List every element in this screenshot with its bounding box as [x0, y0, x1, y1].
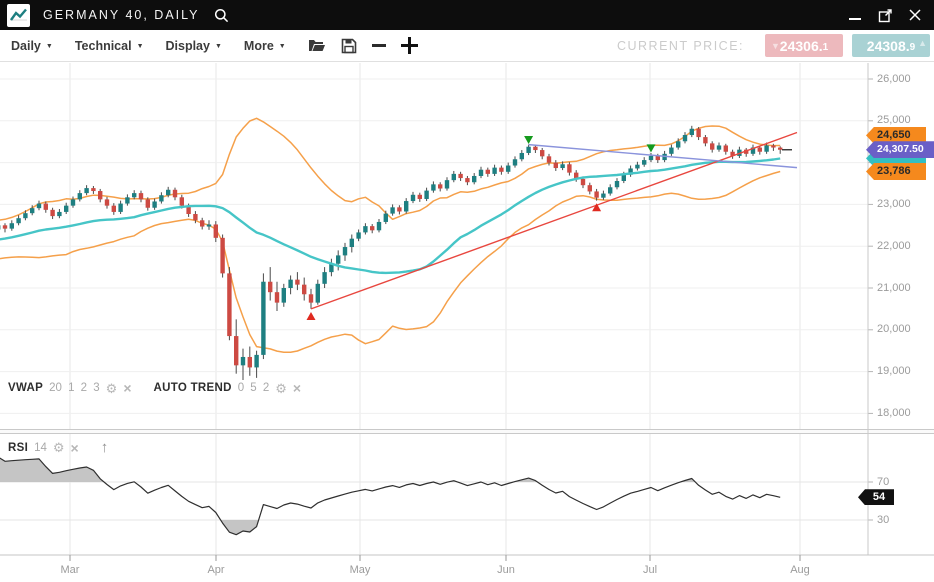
x-axis-label: Jul: [642, 564, 658, 576]
plus-icon: [400, 37, 418, 54]
title-bar[interactable]: GERMANY 40, DAILY: [0, 0, 934, 30]
sell-signal-marker: [646, 144, 656, 153]
auto-trend-indicator-params: 0 5 2: [237, 382, 270, 394]
rsi-move-up-icon[interactable]: ↑: [100, 439, 109, 456]
menu-more-label: More: [243, 38, 274, 53]
axis-lines: [0, 63, 934, 561]
menu-technical-label: Technical: [74, 38, 132, 53]
y-axis-label: 19,000: [877, 365, 911, 378]
vwap-indicator-label: VWAP: [8, 382, 44, 394]
bid-price-value: 24306.: [779, 37, 823, 54]
folder-open-icon: [308, 40, 325, 51]
rsi-plot: [0, 457, 781, 536]
minus-icon: [371, 44, 386, 47]
toolbar: Daily ▼ Technical ▼ Display ▼ More ▼: [0, 30, 934, 62]
window-controls: [846, 6, 924, 24]
y-axis-label: 26,000: [877, 72, 911, 85]
search-icon: [214, 8, 228, 22]
rsi-line: [0, 457, 781, 536]
rsi-remove-icon[interactable]: ×: [70, 439, 79, 456]
close-icon: [909, 9, 921, 21]
toolbar-icons: [308, 36, 418, 56]
rsi-axis-label: 30: [877, 513, 890, 526]
popout-icon: [878, 8, 892, 22]
y-axis-label: 22,000: [877, 239, 911, 252]
close-button[interactable]: [906, 6, 924, 24]
sell-signal-marker: [524, 136, 534, 144]
y-axis-label: 20,000: [877, 323, 911, 336]
upper-band-line: [0, 117, 781, 221]
save-button[interactable]: [341, 36, 357, 56]
lower-band-badge: 23,786: [866, 163, 926, 181]
resistance-trendline: [528, 143, 798, 169]
page-title: GERMANY 40, DAILY: [43, 8, 200, 22]
upper-band-badge: 24,650: [866, 126, 926, 144]
auto-trend-settings-icon[interactable]: ⚙: [275, 380, 287, 396]
rsi-indicator-label: RSI: [8, 441, 29, 454]
x-axis-label: May: [349, 564, 371, 576]
buy-signal-marker: [306, 312, 316, 320]
candles: [0, 125, 783, 380]
popout-button[interactable]: [876, 6, 894, 24]
menu-display-label: Display: [165, 38, 210, 53]
bid-price-badge[interactable]: ▼ 24306. 1: [765, 34, 843, 57]
menu-daily-label: Daily: [11, 38, 41, 53]
arrow-down-icon: ▼: [771, 41, 780, 51]
rsi-indicator-params: 14: [34, 441, 47, 454]
minimize-icon: [849, 18, 861, 20]
menu-technical[interactable]: Technical ▼: [75, 39, 144, 53]
ask-price-badge[interactable]: 24308. 9 ▲: [852, 34, 930, 57]
x-axis-label: Apr: [207, 564, 225, 576]
y-axis-label: 25,000: [877, 114, 911, 127]
bid-price-fraction: 1: [822, 41, 829, 53]
chevron-down-icon: ▼: [278, 43, 286, 50]
ask-price-fraction: 9: [909, 41, 916, 53]
auto-trend-remove-icon[interactable]: ×: [292, 380, 302, 396]
vwap-settings-icon[interactable]: ⚙: [105, 380, 118, 396]
rsi-value-badge: 54: [858, 489, 894, 506]
vwap-indicator-params: 20 1 2 3: [49, 382, 100, 394]
chevron-down-icon: ▼: [214, 43, 222, 50]
x-axis-label: Jun: [497, 564, 515, 576]
lower-band-line: [0, 170, 781, 354]
x-axis-label: Mar: [60, 564, 80, 576]
menu-more[interactable]: More ▼: [244, 39, 286, 53]
current-price-group: CURRENT PRICE: ▼ 24306. 1 24308. 9 ▲: [617, 34, 930, 57]
line-chart-icon: [10, 8, 27, 21]
vwap-remove-icon[interactable]: ×: [123, 380, 132, 396]
current-price-label: CURRENT PRICE:: [616, 38, 744, 53]
open-file-button[interactable]: [308, 36, 326, 56]
chevron-down-icon: ▼: [136, 43, 144, 50]
indicator-row-rsi: RSI 14 ⚙ × ↑: [8, 440, 108, 455]
rsi-axis-label: 70: [877, 475, 890, 488]
menu-display[interactable]: Display ▼: [166, 39, 222, 53]
floppy-disk-icon: [341, 38, 357, 53]
buy-signal-marker: [592, 203, 602, 212]
zoom-in-button[interactable]: [400, 36, 418, 56]
arrow-up-icon: ▲: [918, 38, 927, 48]
indicator-row-main: VWAP 20 1 2 3 ⚙ × AUTO TREND 0 5 2 ⚙ ×: [8, 381, 301, 395]
vwap-line: [0, 157, 781, 275]
y-axis-label: 21,000: [877, 281, 911, 294]
menu-daily[interactable]: Daily ▼: [11, 39, 53, 53]
app-logo: [7, 3, 30, 27]
ask-price-value: 24308.: [866, 37, 910, 54]
y-axis-label: 18,000: [877, 406, 911, 419]
search-button[interactable]: [214, 8, 229, 23]
chevron-down-icon: ▼: [45, 43, 53, 50]
x-axis-label: Aug: [790, 564, 810, 576]
zoom-out-button[interactable]: [371, 36, 386, 56]
main-plot: [0, 117, 798, 380]
auto-trend-indicator-label: AUTO TREND: [153, 382, 232, 394]
last-price-badge: 24,307.50: [866, 141, 934, 159]
y-axis-label: 23,000: [877, 197, 911, 210]
minimize-button[interactable]: [846, 6, 864, 24]
rsi-settings-icon[interactable]: ⚙: [52, 440, 65, 455]
support-trendline: [310, 131, 798, 310]
